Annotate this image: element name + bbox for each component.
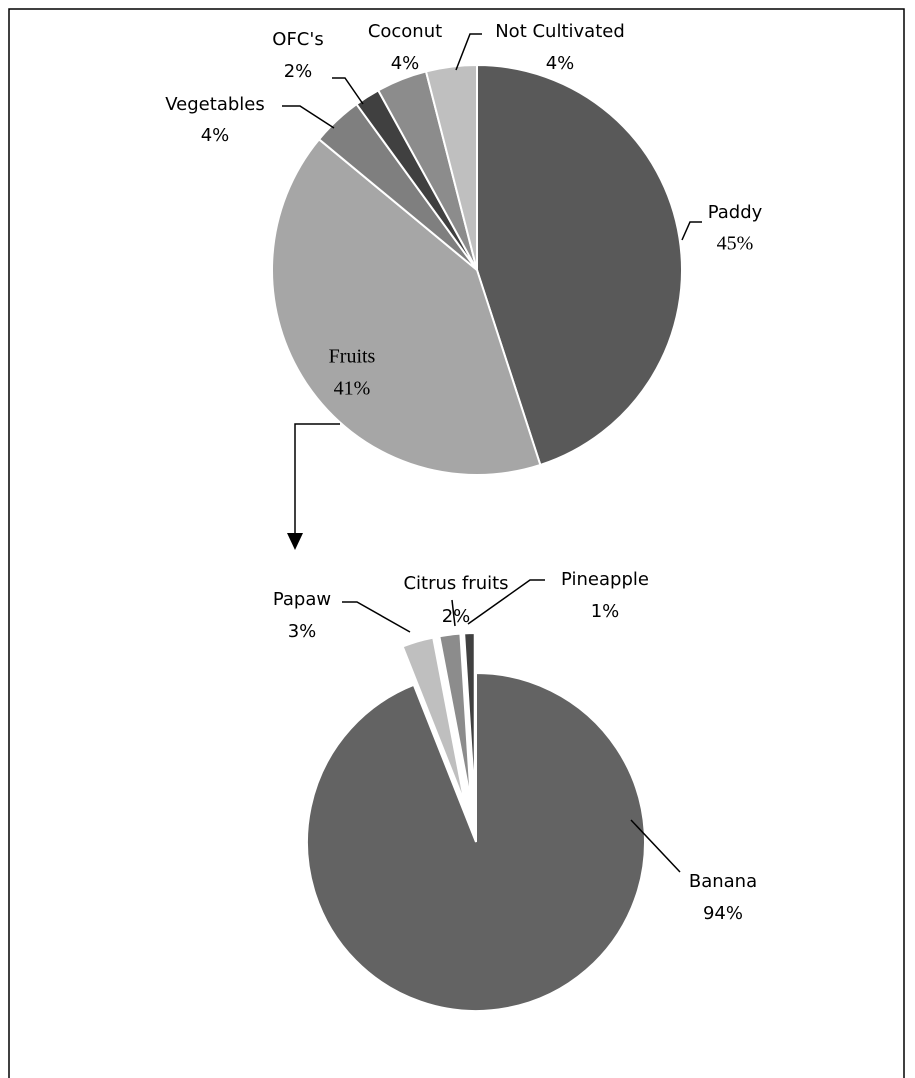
slice-label: Pineapple (561, 569, 649, 590)
leader-line (630, 819, 681, 873)
pie-slice (438, 632, 472, 803)
leader-line (332, 77, 364, 105)
slice-value-label: 45% (717, 233, 754, 255)
pie-slice (306, 671, 646, 1012)
arrow-head (287, 533, 303, 550)
pie-slice (424, 63, 478, 271)
slice-value-label: 4% (391, 53, 420, 74)
leader-line (681, 221, 702, 241)
slice-label: Citrus fruits (403, 573, 508, 594)
slice-label: Banana (689, 871, 757, 892)
slice-value-label: 94% (703, 903, 743, 924)
leader-line (455, 33, 482, 71)
slice-label: Papaw (273, 589, 331, 610)
slice-label: Not Cultivated (495, 21, 625, 42)
slice-value-label: 2% (284, 61, 313, 82)
slice-label: OFC's (272, 29, 323, 50)
pie-slice (476, 63, 683, 467)
leader-line (342, 601, 411, 633)
slice-label: Fruits (329, 346, 376, 368)
slice-label: Vegetables (165, 94, 264, 115)
slice-value-label: 3% (288, 621, 317, 642)
leader-line (282, 105, 335, 129)
leader-line (451, 599, 456, 627)
slice-value-label: 1% (591, 601, 620, 622)
slice-label: Coconut (368, 21, 442, 42)
leader-line (467, 579, 545, 625)
pie-slice (463, 632, 476, 803)
frame (8, 8, 905, 1078)
pie-slice (401, 636, 466, 804)
slice-label: Paddy (708, 202, 763, 223)
drill-down-arrow (294, 423, 340, 535)
slice-value-label: 4% (546, 53, 575, 74)
slice-value-label: 4% (201, 125, 230, 146)
pies: Paddy 45% Fruits 41% Vegetables 4% OFC's 2% Coco… (165, 21, 763, 1012)
slice-value-label: 41% (334, 378, 371, 400)
slice-value-label: 2% (442, 606, 471, 627)
pie-slice (271, 137, 542, 476)
